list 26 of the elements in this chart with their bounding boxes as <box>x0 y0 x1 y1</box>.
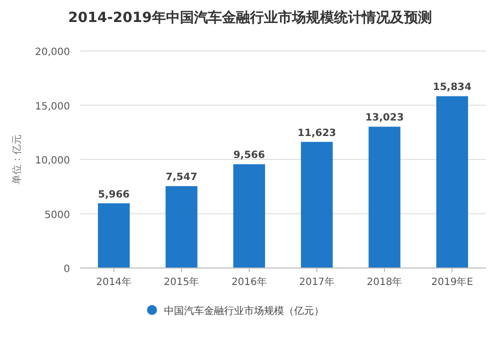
bar <box>436 96 468 268</box>
x-tick-label: 2015年 <box>164 276 200 288</box>
x-tick-label: 2014年 <box>96 276 132 288</box>
y-tick-label: 15,000 <box>35 101 70 112</box>
bar <box>98 203 130 268</box>
legend-label: 中国汽车金融行业市场规模（亿元） <box>164 305 324 317</box>
data-label: 13,023 <box>365 112 404 124</box>
data-label: 9,566 <box>233 150 266 162</box>
y-tick-label: 20,000 <box>35 47 70 58</box>
bar <box>166 186 198 268</box>
bar <box>233 164 266 268</box>
data-label: 11,623 <box>298 128 336 139</box>
data-label: 5,966 <box>98 189 130 200</box>
chart-title: 2014-2019年中国汽车金融行业市场规模统计情况及预测 <box>68 9 432 26</box>
x-tick-label: 2018年 <box>366 276 402 288</box>
y-tick-label: 0 <box>64 264 70 275</box>
data-label: 15,834 <box>432 82 472 94</box>
data-label: 7,547 <box>166 172 198 184</box>
x-tick-label: 2019年E <box>431 276 474 288</box>
x-tick-label: 2017年 <box>299 276 335 288</box>
y-tick-label: 5000 <box>44 210 70 221</box>
x-tick-label: 2016年 <box>231 276 267 288</box>
bar <box>368 126 400 268</box>
bar <box>300 142 333 268</box>
y-axis-title: 单位：亿元 <box>11 134 23 184</box>
y-tick-label: 10,000 <box>35 156 70 166</box>
